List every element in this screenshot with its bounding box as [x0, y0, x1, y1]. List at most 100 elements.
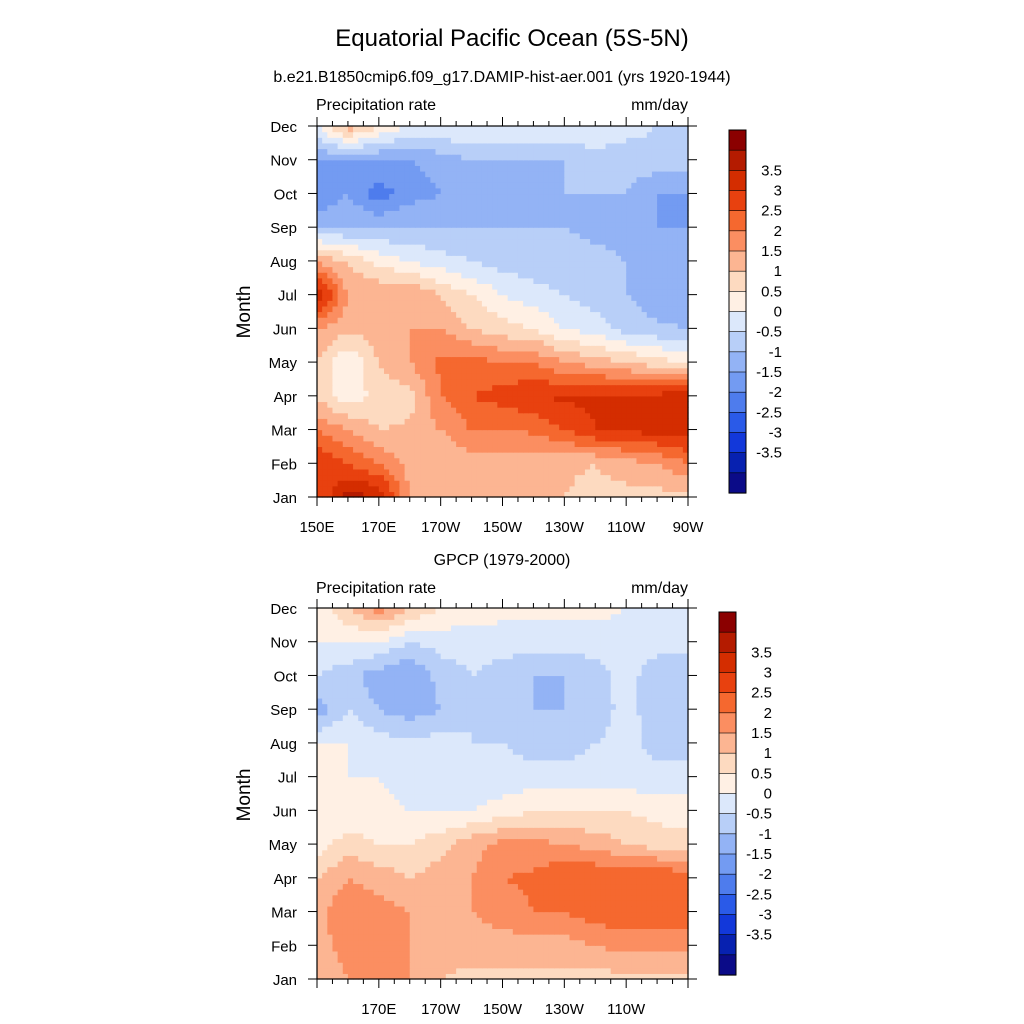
- heatmap-cell: [456, 468, 462, 476]
- heatmap-cell: [667, 142, 674, 150]
- heatmap-cell: [512, 305, 519, 313]
- heatmap-cell: [657, 199, 663, 206]
- heatmap-cell: [564, 266, 571, 273]
- heatmap-cell: [445, 244, 452, 251]
- heatmap-cell: [476, 148, 483, 155]
- heatmap-cell: [595, 401, 601, 408]
- heatmap-cell: [430, 474, 437, 481]
- heatmap-cell: [389, 350, 395, 358]
- heatmap-cell: [574, 395, 581, 403]
- heatmap-cell: [554, 435, 560, 442]
- heatmap-cell: [347, 126, 354, 133]
- heatmap-cell: [610, 390, 617, 397]
- heatmap-cell: [564, 249, 571, 256]
- heatmap-cell: [487, 260, 493, 268]
- heatmap-cell: [590, 973, 596, 980]
- heatmap-cell: [456, 446, 462, 453]
- heatmap-cell: [450, 289, 457, 296]
- heatmap-cell: [409, 283, 416, 290]
- heatmap-cell: [512, 429, 519, 436]
- heatmap-cell: [430, 176, 437, 183]
- heatmap-cell: [512, 131, 519, 138]
- heatmap-cell: [476, 474, 483, 481]
- heatmap-cell: [471, 266, 478, 273]
- heatmap-cell: [662, 345, 668, 352]
- heatmap-cell: [347, 221, 354, 228]
- heatmap-cell: [414, 244, 421, 251]
- heatmap-cell: [389, 199, 395, 206]
- heatmap-cell: [682, 126, 689, 133]
- heatmap-cell: [368, 204, 375, 211]
- heatmap-cell: [569, 367, 576, 374]
- heatmap-cell: [440, 390, 447, 397]
- heatmap-cell: [559, 395, 565, 403]
- heatmap-cell: [425, 362, 431, 369]
- heatmap-cell: [445, 227, 452, 234]
- heatmap-cell: [383, 407, 390, 414]
- heatmap-cell: [445, 429, 452, 436]
- heatmap-cell: [440, 294, 447, 301]
- heatmap-cell: [430, 182, 437, 189]
- heatmap-cell: [487, 193, 493, 200]
- heatmap-cell: [548, 255, 555, 262]
- heatmap-cell: [481, 339, 488, 346]
- heatmap-cell: [409, 154, 416, 161]
- heatmap-cell: [378, 266, 385, 273]
- heatmap-cell: [399, 423, 406, 431]
- heatmap-cell: [497, 176, 504, 183]
- colorbar-segment: [728, 149, 747, 171]
- heatmap-cell: [476, 440, 483, 448]
- heatmap-cell: [404, 973, 411, 980]
- heatmap-cell: [394, 227, 401, 234]
- heatmap-cell: [564, 165, 571, 172]
- heatmap-cell: [389, 474, 395, 481]
- heatmap-cell: [440, 480, 447, 487]
- heatmap-cell: [332, 452, 339, 459]
- heatmap-cell: [600, 159, 607, 166]
- heatmap-cell: [605, 193, 612, 200]
- heatmap-cell: [554, 255, 560, 262]
- heatmap-cell: [461, 131, 468, 138]
- heatmap-cell: [337, 244, 344, 251]
- heatmap-cell: [559, 362, 565, 369]
- heatmap-cell: [445, 435, 452, 442]
- heatmap-cell: [476, 300, 483, 307]
- heatmap-cell: [445, 423, 452, 431]
- heatmap-cell: [600, 317, 607, 324]
- heatmap-cell: [322, 446, 328, 453]
- heatmap-cell: [564, 407, 571, 414]
- heatmap-cell: [487, 440, 493, 448]
- heatmap-cell: [512, 204, 519, 211]
- heatmap-cell: [621, 215, 627, 223]
- heatmap-cell: [564, 294, 571, 301]
- heatmap-cell: [347, 367, 354, 374]
- heatmap-cell: [682, 277, 689, 284]
- heatmap-cell: [353, 210, 359, 217]
- heatmap-cell: [517, 137, 524, 144]
- heatmap-cell: [373, 244, 380, 251]
- heatmap-cell: [342, 176, 349, 183]
- heatmap-cell: [600, 215, 607, 223]
- heatmap-cell: [435, 210, 442, 217]
- heatmap-cell: [456, 249, 462, 256]
- heatmap-cell: [358, 390, 364, 397]
- heatmap-cell: [430, 266, 437, 273]
- heatmap-cell: [657, 367, 663, 374]
- heatmap-cell: [677, 485, 684, 492]
- heatmap-cell: [667, 435, 674, 442]
- heatmap-cell: [595, 266, 601, 273]
- heatmap-cell: [543, 266, 550, 273]
- heatmap-cell: [621, 491, 627, 498]
- heatmap-cell: [579, 362, 586, 369]
- heatmap-cell: [409, 401, 416, 408]
- heatmap-cell: [554, 384, 560, 391]
- heatmap-cell: [347, 148, 354, 155]
- heatmap-cell: [435, 142, 442, 150]
- heatmap-cell: [445, 165, 452, 172]
- heatmap-cell: [471, 401, 478, 408]
- heatmap-cell: [378, 260, 385, 268]
- heatmap-cell: [389, 294, 395, 301]
- heatmap-cell: [466, 266, 473, 273]
- heatmap-cell: [497, 367, 504, 374]
- heatmap-cell: [528, 491, 535, 498]
